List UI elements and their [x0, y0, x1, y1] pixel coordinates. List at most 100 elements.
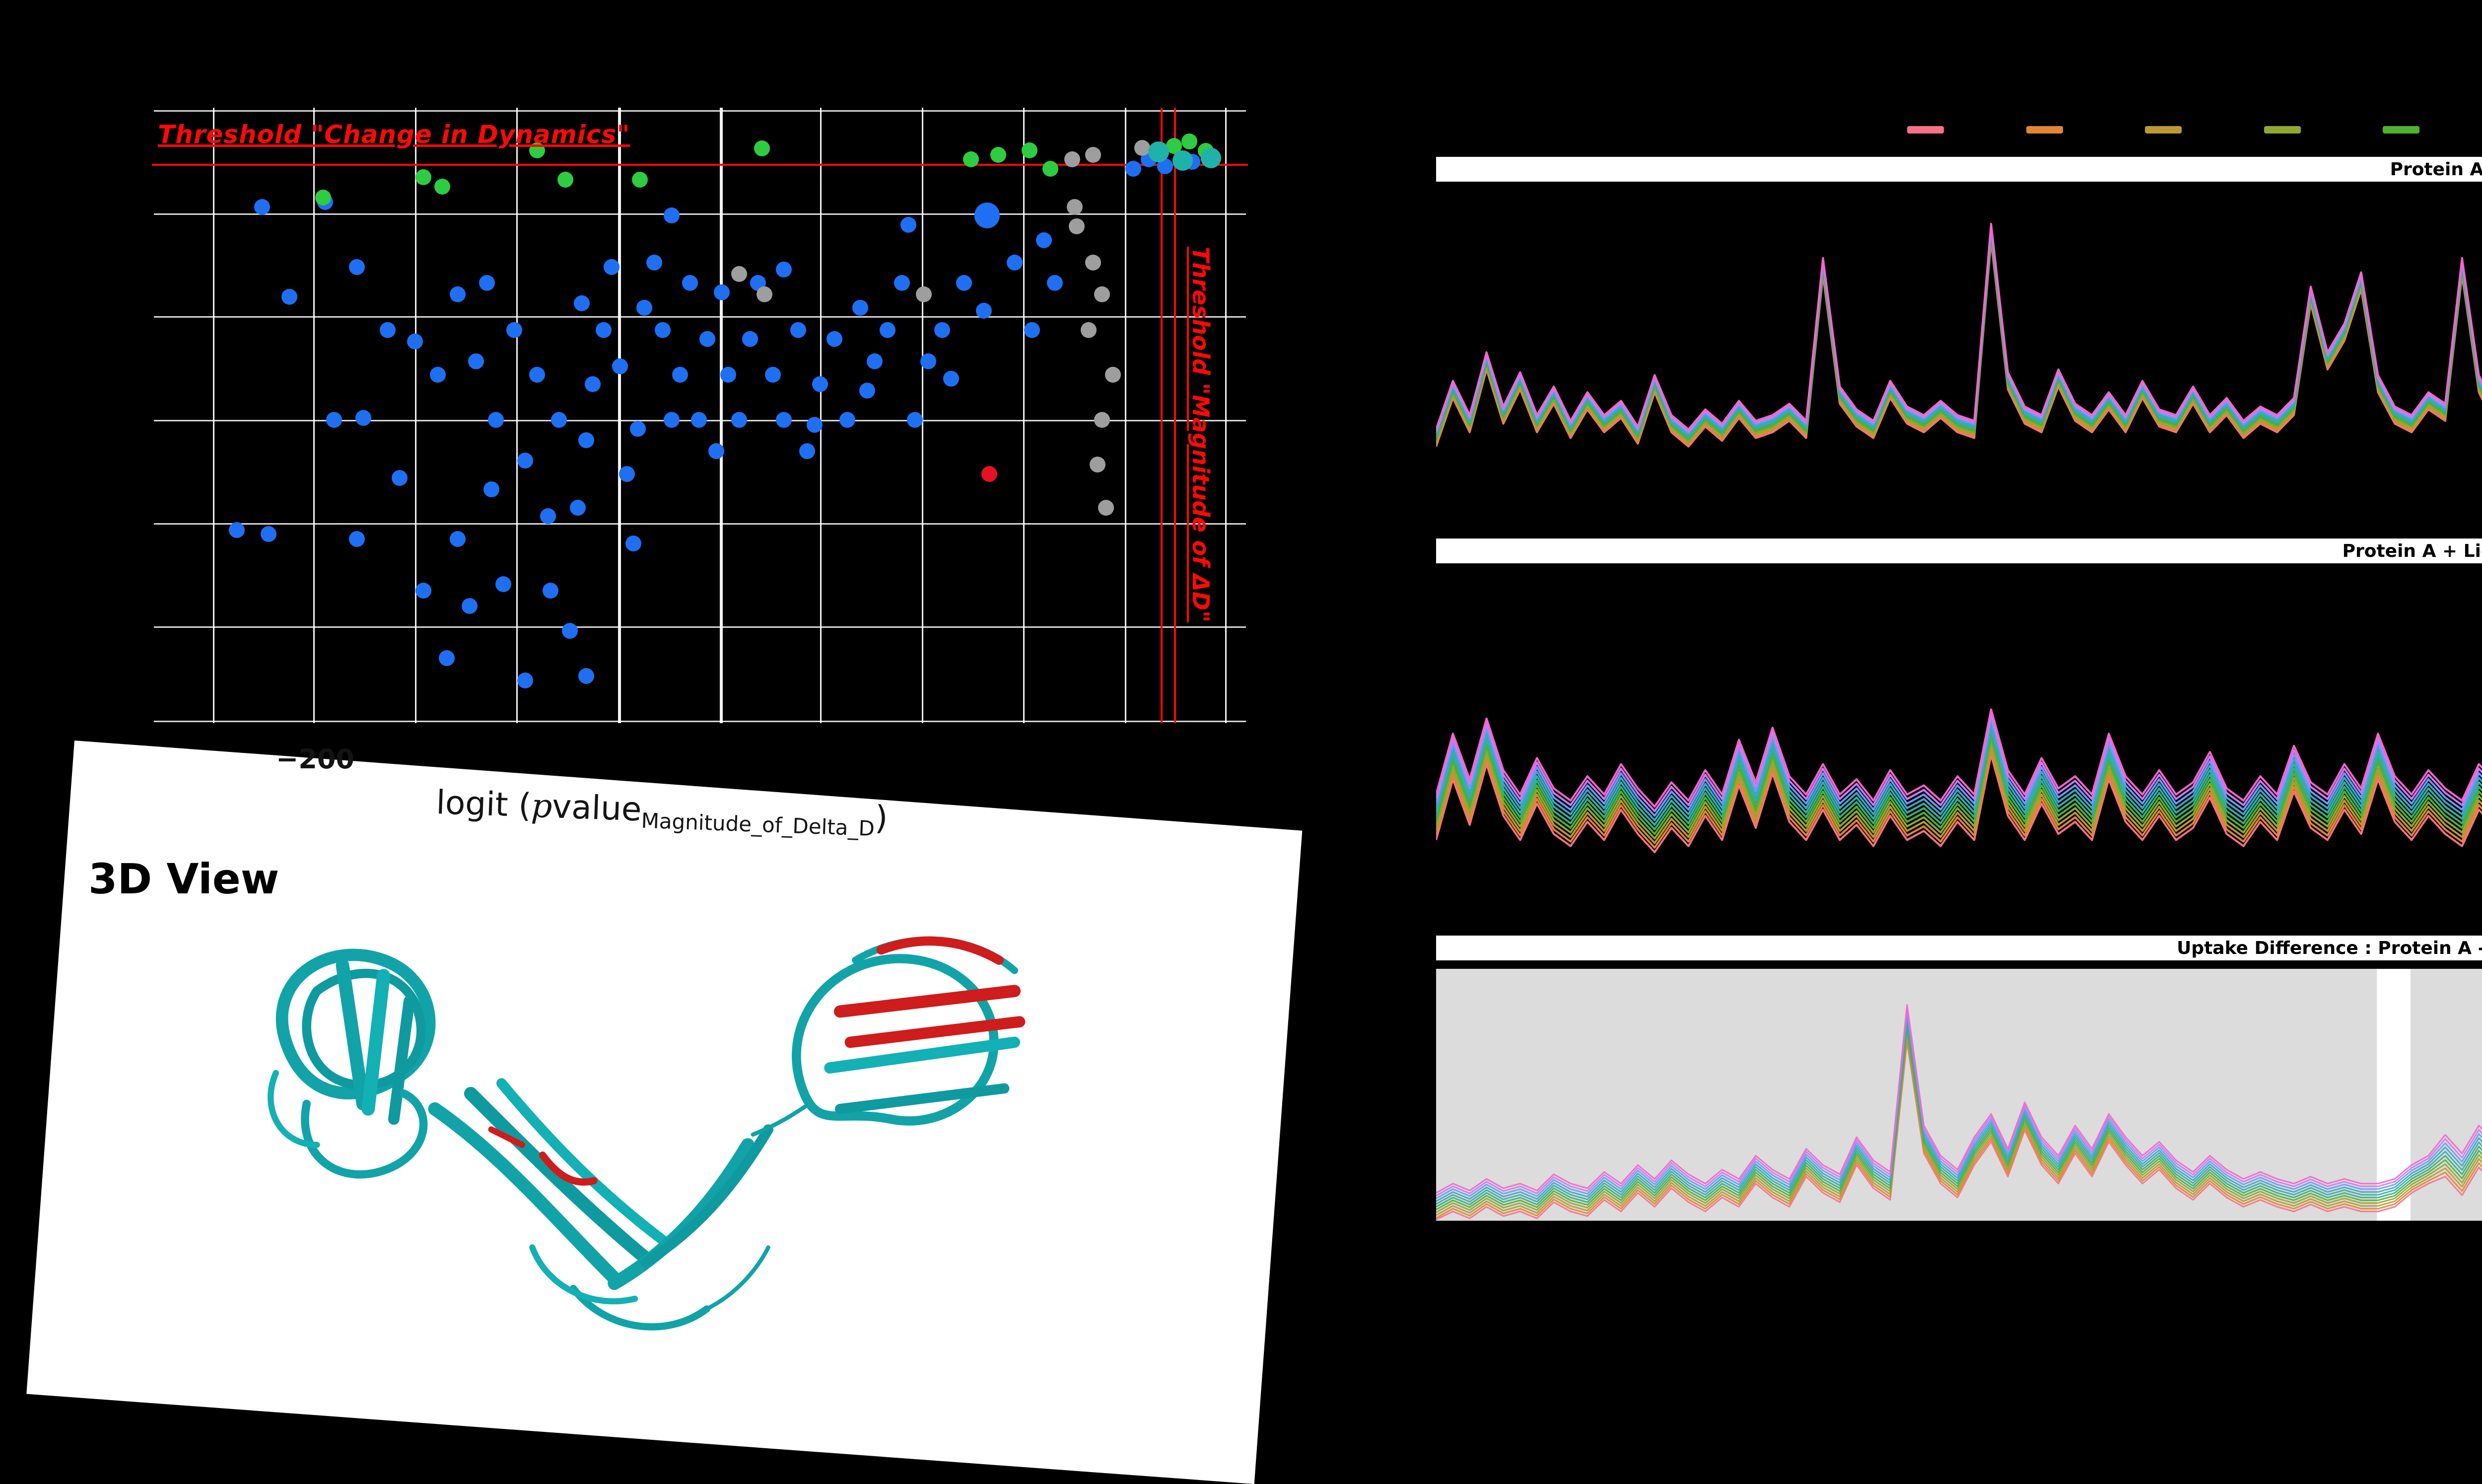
- scatter-point-not-covered[interactable]: [1069, 218, 1085, 235]
- scatter-point-no-significant-change[interactable]: [229, 522, 245, 538]
- scatter-point-no-significant-change[interactable]: [880, 322, 896, 338]
- scatter-point-no-significant-change[interactable]: [438, 650, 455, 666]
- scatter-point-significant-change-in-dynamics[interactable]: [529, 142, 546, 158]
- scatter-point-no-significant-change[interactable]: [934, 322, 951, 338]
- scatter-point-no-significant-change[interactable]: [976, 303, 992, 319]
- uptake-series-line[interactable]: [1436, 599, 2482, 807]
- scatter-point-no-significant-change[interactable]: [655, 322, 671, 338]
- scatter-point-no-significant-change[interactable]: [254, 199, 270, 215]
- scatter-point-no-significant-change[interactable]: [281, 288, 297, 305]
- uptake-series-line[interactable]: [1436, 1034, 2482, 1215]
- legend-dash-3[interactable]: [2145, 126, 2182, 134]
- scatter-point-not-covered[interactable]: [1094, 411, 1110, 428]
- uptake-difference-chart[interactable]: [1436, 960, 2482, 1228]
- scatter-point-no-significant-change[interactable]: [517, 673, 533, 689]
- uptake-series-line[interactable]: [1436, 645, 2482, 838]
- scatter-point-no-significant-change[interactable]: [826, 331, 842, 347]
- scatter-point-no-significant-change[interactable]: [562, 623, 578, 639]
- scatter-point-significant-change-in-dynamics[interactable]: [315, 190, 331, 206]
- scatter-point-cluster-overlap[interactable]: [1200, 147, 1222, 169]
- scatter-point-not-covered[interactable]: [1085, 255, 1101, 271]
- uptake-series-line[interactable]: [1436, 1012, 2482, 1198]
- scatter-point-not-covered[interactable]: [916, 286, 932, 302]
- uptake-series-line[interactable]: [1436, 599, 2482, 820]
- scatter-point-no-significant-change[interactable]: [506, 322, 522, 338]
- legend-dash-2[interactable]: [2026, 126, 2063, 134]
- scatter-point-no-significant-change[interactable]: [542, 583, 558, 599]
- scatter-point-no-significant-change[interactable]: [956, 275, 972, 291]
- scatter-point-no-significant-change[interactable]: [574, 295, 590, 312]
- scatter-point-no-significant-change[interactable]: [415, 583, 432, 599]
- protein-structure[interactable]: [213, 888, 1087, 1350]
- scatter-point-significant-magnitude[interactable]: [981, 466, 997, 482]
- scatter-point-no-significant-change[interactable]: [449, 286, 466, 302]
- scatter-point-no-significant-change[interactable]: [765, 367, 781, 383]
- scatter-point-no-significant-change[interactable]: [742, 331, 758, 347]
- uptake-series-line[interactable]: [1436, 236, 2482, 461]
- uptake-series-line[interactable]: [1436, 239, 2482, 492]
- scatter-point-no-significant-change[interactable]: [629, 421, 646, 437]
- scatter-point-no-significant-change[interactable]: [625, 535, 641, 551]
- scatter-point-no-significant-change[interactable]: [540, 508, 556, 525]
- scatter-point-no-significant-change[interactable]: [1125, 160, 1142, 177]
- scatter-point-no-significant-change[interactable]: [529, 367, 546, 383]
- scatter-point-no-significant-change[interactable]: [776, 262, 792, 278]
- scatter-point-no-significant-change[interactable]: [867, 353, 883, 369]
- uptake-series-line[interactable]: [1436, 1009, 2482, 1196]
- scatter-point-no-significant-change[interactable]: [261, 526, 276, 542]
- uptake-series-line[interactable]: [1436, 599, 2482, 811]
- scatter-point-not-covered[interactable]: [1089, 457, 1105, 473]
- scatter-point-no-significant-change[interactable]: [430, 367, 446, 383]
- uptake-series-line[interactable]: [1436, 241, 2482, 508]
- scatter-point-not-covered[interactable]: [756, 286, 772, 302]
- scatter-point-no-significant-change[interactable]: [551, 411, 567, 428]
- uptake-series-line[interactable]: [1436, 1023, 2482, 1207]
- uptake-series-line[interactable]: [1436, 1019, 2482, 1204]
- scatter-point-significant-change-in-dynamics[interactable]: [415, 169, 432, 186]
- scatter-point-significant-change-in-dynamics[interactable]: [632, 172, 648, 188]
- scatter-point-no-significant-change[interactable]: [708, 443, 724, 459]
- scatter-point-no-significant-change[interactable]: [379, 322, 396, 338]
- scatter-point-no-significant-change[interactable]: [479, 275, 495, 291]
- scatter-point-no-significant-change[interactable]: [900, 216, 917, 233]
- scatter-point-no-significant-change[interactable]: [1006, 255, 1023, 271]
- scatter-point-no-significant-change[interactable]: [690, 411, 707, 428]
- scatter-point-cluster-overlap[interactable]: [1172, 150, 1193, 171]
- legend-dash-1[interactable]: [1907, 126, 1944, 134]
- uptake-series-line[interactable]: [1436, 620, 2482, 829]
- scatter-point-no-significant-change[interactable]: [920, 353, 936, 369]
- scatter-point-no-significant-change[interactable]: [569, 500, 586, 516]
- uptake-series-line[interactable]: [1436, 1042, 2482, 1219]
- scatter-point-not-covered[interactable]: [1104, 367, 1121, 383]
- scatter-point-not-covered[interactable]: [1081, 322, 1097, 338]
- scatter-point-no-significant-change[interactable]: [517, 452, 533, 469]
- uptake-series-line[interactable]: [1436, 1038, 2482, 1218]
- scatter-point-significant-change-in-dynamics[interactable]: [1042, 160, 1059, 177]
- scatter-point-no-significant-change[interactable]: [812, 376, 828, 392]
- scatter-point-not-covered[interactable]: [731, 266, 748, 282]
- uptake-series-line[interactable]: [1436, 633, 2482, 834]
- scatter-point-no-significant-change[interactable]: [349, 531, 365, 547]
- scatter-point-no-significant-change[interactable]: [907, 411, 923, 428]
- uptake-series-line[interactable]: [1436, 658, 2482, 843]
- scatter-point-no-significant-change[interactable]: [974, 202, 1000, 228]
- scatter-point-significant-change-in-dynamics[interactable]: [990, 147, 1006, 163]
- legend-dash-5[interactable]: [2383, 126, 2420, 134]
- uptake-series-line[interactable]: [1436, 683, 2482, 852]
- scatter-point-no-significant-change[interactable]: [392, 470, 408, 486]
- scatter-point-no-significant-change[interactable]: [449, 531, 466, 547]
- scatter-point-not-covered[interactable]: [1066, 199, 1083, 215]
- scatter-point-no-significant-change[interactable]: [349, 259, 365, 275]
- scatter-point-significant-change-in-dynamics[interactable]: [754, 140, 770, 156]
- scatter-point-not-covered[interactable]: [1094, 286, 1110, 302]
- uptake-series-line[interactable]: [1436, 1031, 2482, 1213]
- scatter-point-no-significant-change[interactable]: [483, 481, 499, 497]
- scatter-point-no-significant-change[interactable]: [699, 331, 716, 347]
- scatter-point-significant-change-in-dynamics[interactable]: [963, 151, 979, 168]
- scatter-point-no-significant-change[interactable]: [578, 668, 595, 684]
- scatter-point-no-significant-change[interactable]: [407, 334, 423, 350]
- uptake-series-line[interactable]: [1436, 671, 2482, 848]
- scatter-point-not-covered[interactable]: [1134, 139, 1150, 156]
- scatter-point-no-significant-change[interactable]: [799, 443, 815, 459]
- legend-dash-4[interactable]: [2264, 126, 2301, 134]
